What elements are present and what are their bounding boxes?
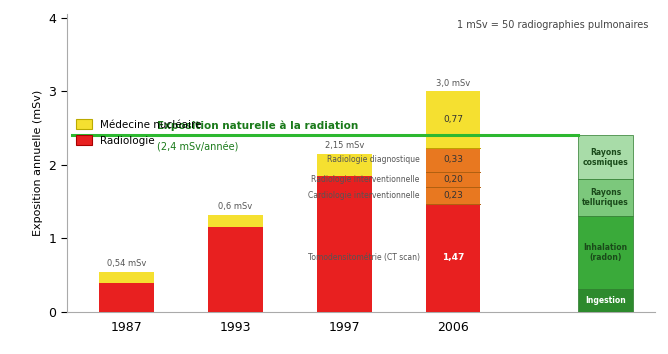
Text: Cardiologie interventionnelle: Cardiologie interventionnelle [308,191,420,200]
Text: Radiologie interventionnelle: Radiologie interventionnelle [311,175,420,184]
Bar [578,290,633,312]
Text: Inhalation
(radon): Inhalation (radon) [584,243,628,262]
Text: 0,20: 0,20 [444,175,463,184]
Y-axis label: Exposition annuelle (mSv): Exposition annuelle (mSv) [33,90,43,236]
Bar [208,227,263,312]
Text: (2,4 mSv/année): (2,4 mSv/année) [157,143,238,153]
Text: Ingestion: Ingestion [585,296,626,305]
Bar [317,176,371,312]
Bar [317,154,371,176]
Text: 0,77: 0,77 [444,115,463,124]
Text: 1 mSv = 50 radiographies pulmonaires: 1 mSv = 50 radiographies pulmonaires [458,20,649,30]
Bar [578,216,633,290]
Text: 1,47: 1,47 [442,253,464,262]
Bar [426,204,480,312]
Text: 0,23: 0,23 [444,191,463,200]
Bar [578,179,633,216]
Bar [208,215,263,227]
Text: 0,6 mSv: 0,6 mSv [218,202,253,211]
Bar [426,148,480,172]
Text: 3,0 mSv: 3,0 mSv [436,79,470,87]
Text: Radiologie diagnostique: Radiologie diagnostique [327,155,420,164]
Text: Tomodensitométrie (CT scan): Tomodensitométrie (CT scan) [307,253,420,262]
Text: 0,33: 0,33 [444,155,463,164]
Text: Exposition naturelle à la radiation: Exposition naturelle à la radiation [157,120,359,131]
Text: 0,54 mSv: 0,54 mSv [107,259,146,268]
Bar [578,135,633,179]
Bar [100,283,154,312]
Bar [100,272,154,283]
Legend: Médecine nucléaire, Radiologie: Médecine nucléaire, Radiologie [72,115,206,150]
Bar [426,91,480,148]
Text: 2,15 mSv: 2,15 mSv [325,141,364,150]
Bar [426,187,480,204]
Text: Rayons
telluriques: Rayons telluriques [582,188,629,207]
Text: Rayons
cosmiques: Rayons cosmiques [582,148,629,167]
Bar [426,172,480,187]
